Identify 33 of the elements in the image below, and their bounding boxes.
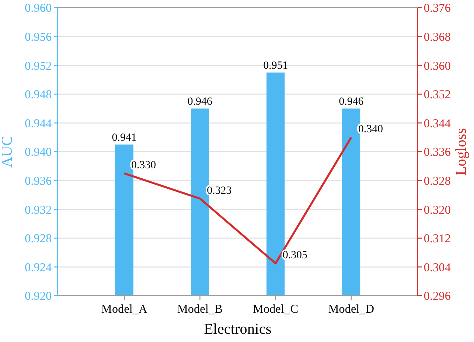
y2-tick-label: 0.328 [424, 174, 451, 188]
y2-tick-label: 0.376 [424, 1, 451, 16]
x-axis-title: Electronics [204, 322, 272, 338]
y-tick-label: 0.952 [25, 58, 52, 73]
y2-tick-label: 0.312 [424, 232, 451, 246]
y-tick-label: 0.932 [25, 202, 52, 217]
y-tick-label: 0.936 [25, 174, 52, 188]
y-tick-label: 0.928 [25, 232, 52, 246]
y2-tick-label: 0.352 [424, 88, 451, 102]
x-tick-label: Model_B [178, 302, 223, 316]
y-tick-label: 0.956 [25, 30, 52, 44]
data-label: 0.951 [263, 60, 288, 72]
y2-tick-label: 0.344 [424, 116, 451, 130]
x-tick-label: Model_C [253, 302, 298, 316]
y-tick-label: 0.920 [25, 289, 52, 304]
data-label: 0.941 [112, 132, 137, 144]
y-tick-label: 0.940 [25, 145, 52, 160]
y-tick-label: 0.948 [25, 88, 52, 102]
x-tick-label: Model_A [102, 302, 148, 316]
y-tick-label: 0.960 [25, 1, 52, 16]
y2-axis-title: Logloss [454, 128, 470, 176]
y-axis-title: AUC [0, 136, 16, 168]
y2-tick-label: 0.296 [424, 289, 451, 304]
data-label: 0.946 [339, 96, 364, 108]
y2-tick-label: 0.320 [424, 202, 451, 217]
y-tick-label: 0.924 [25, 260, 52, 274]
y2-tick-label: 0.368 [424, 30, 451, 44]
data-label: 0.946 [188, 96, 214, 108]
y2-tick-label: 0.304 [424, 260, 451, 274]
y2-tick-label: 0.360 [424, 58, 451, 73]
y-tick-label: 0.944 [25, 116, 52, 130]
x-tick-label: Model_D [328, 302, 375, 316]
y2-tick-label: 0.336 [424, 145, 451, 160]
